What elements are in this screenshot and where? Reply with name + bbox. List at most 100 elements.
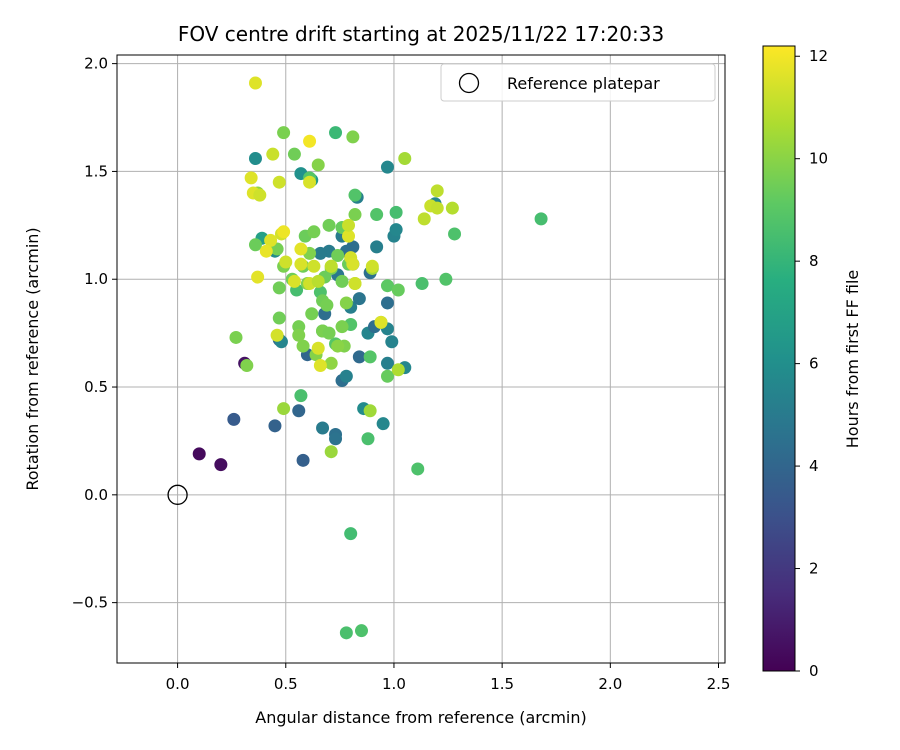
data-point [322, 326, 336, 340]
data-point [380, 160, 394, 174]
legend-box [440, 63, 716, 102]
data-point [266, 147, 280, 161]
data-point [348, 208, 362, 222]
data-point [259, 244, 273, 258]
colorbar-gradient [762, 45, 796, 672]
data-point [344, 527, 358, 541]
data-point [324, 445, 338, 459]
data-point [253, 188, 267, 202]
colorbar-tick-label: 2 [809, 560, 819, 578]
data-point [311, 341, 325, 355]
data-point [411, 462, 425, 476]
colorbar-tick-label: 10 [809, 150, 828, 168]
legend-marker-reference [458, 72, 480, 94]
data-point [335, 320, 349, 334]
data-point [430, 201, 444, 215]
data-point [292, 328, 306, 342]
chart-title: FOV centre drift starting at 2025/11/22 … [178, 22, 664, 46]
plot-frame [116, 54, 726, 664]
y-tick-label: 0.5 [84, 378, 108, 396]
data-point [192, 447, 206, 461]
data-point [370, 240, 384, 254]
data-point [363, 404, 377, 418]
data-points [167, 76, 548, 640]
data-point [417, 212, 431, 226]
data-point [534, 212, 548, 226]
data-point [346, 240, 360, 254]
colorbar-tick-label: 0 [809, 662, 819, 680]
data-point [264, 233, 278, 247]
x-tick-label: 2.0 [598, 675, 622, 693]
data-point [342, 229, 356, 243]
y-axis-ticks: −0.5 0.0 0.5 1.0 1.5 2.0 [72, 55, 117, 612]
data-point [391, 283, 405, 297]
colorbar-label: Hours from first FF file [843, 270, 862, 449]
data-point [348, 277, 362, 291]
data-point [303, 175, 317, 189]
data-point [294, 257, 308, 271]
x-tick-label: 1.5 [490, 675, 514, 693]
data-point [227, 412, 241, 426]
data-point [348, 188, 362, 202]
data-point [430, 184, 444, 198]
data-point [214, 458, 228, 472]
data-point [352, 350, 366, 364]
data-point [294, 389, 308, 403]
y-tick-label: 1.0 [84, 270, 108, 288]
data-point [370, 208, 384, 222]
data-point [307, 225, 321, 239]
data-point [244, 171, 258, 185]
data-point [287, 274, 301, 288]
data-point [380, 369, 394, 383]
data-point [311, 158, 325, 172]
data-point [229, 330, 243, 344]
data-point [311, 274, 325, 288]
data-point [248, 76, 262, 90]
y-tick-label: 2.0 [84, 55, 108, 73]
data-point [248, 151, 262, 165]
colorbar: 0 2 4 6 8 10 12 Hours from first FF file [762, 45, 862, 680]
colorbar-tick-label: 12 [809, 47, 828, 65]
data-point [296, 453, 310, 467]
data-point [292, 404, 306, 418]
data-point [445, 201, 459, 215]
data-point [277, 402, 291, 416]
data-point [272, 311, 286, 325]
data-point [277, 126, 291, 140]
x-tick-label: 0.5 [274, 675, 298, 693]
x-axis-ticks: 0.0 0.5 1.0 1.5 2.0 2.5 [166, 663, 730, 693]
x-tick-label: 0.0 [166, 675, 190, 693]
data-point [324, 259, 338, 273]
y-tick-label: 1.5 [84, 162, 108, 180]
data-point [272, 281, 286, 295]
data-point [331, 249, 345, 263]
legend: Reference platepar [440, 63, 716, 102]
y-axis-label: Rotation from reference (arcmin) [23, 227, 42, 490]
data-point [380, 356, 394, 370]
y-tick-label: 0.0 [84, 486, 108, 504]
data-point [385, 335, 399, 349]
data-point [307, 259, 321, 273]
data-point [365, 259, 379, 273]
legend-label-reference: Reference platepar [507, 74, 660, 93]
data-point [270, 328, 284, 342]
data-point [346, 130, 360, 144]
data-point [380, 296, 394, 310]
data-point [272, 175, 286, 189]
data-point [374, 315, 388, 329]
data-point [313, 246, 327, 260]
colorbar-tick-label: 6 [809, 355, 819, 373]
data-point [320, 298, 334, 312]
y-tick-label: −0.5 [72, 594, 108, 612]
data-point [339, 296, 353, 310]
data-point [361, 432, 375, 446]
data-point [354, 624, 368, 638]
data-point [305, 307, 319, 321]
data-point [448, 227, 462, 241]
data-point [296, 339, 310, 353]
data-point [389, 205, 403, 219]
data-point [268, 419, 282, 433]
data-point [240, 358, 254, 372]
data-point [248, 238, 262, 252]
